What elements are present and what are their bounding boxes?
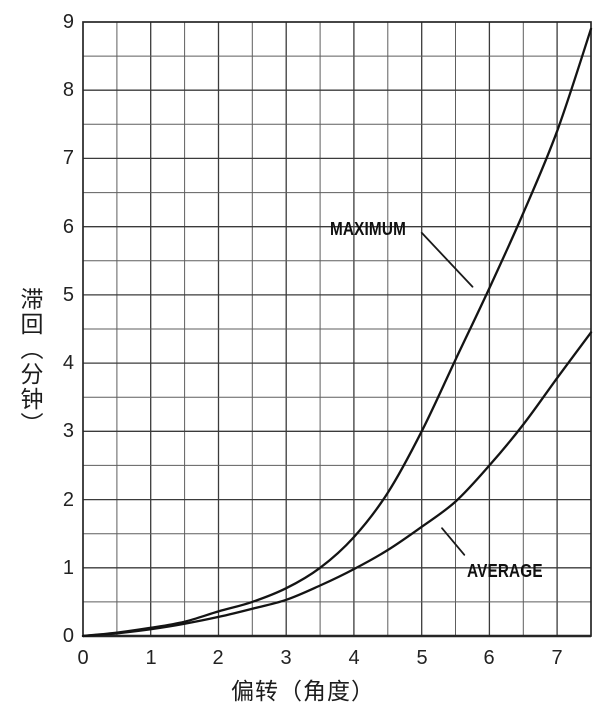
x-tick-label: 5 — [416, 647, 428, 669]
x-tick-label: 4 — [348, 647, 360, 669]
series-label-average: AVERAGE — [467, 561, 543, 581]
x-tick-label: 3 — [280, 647, 292, 669]
x-tick-label: 2 — [212, 647, 224, 669]
y-axis-title: 滞回（分钟） — [17, 287, 43, 437]
y-tick-label: 7 — [62, 147, 74, 169]
y-tick-label: 3 — [62, 420, 74, 442]
x-tick-label: 1 — [145, 647, 157, 669]
maximum-leader-line — [420, 231, 474, 288]
y-tick-label: 9 — [62, 11, 74, 33]
x-tick-label: 6 — [483, 647, 495, 669]
y-tick-label: 2 — [62, 489, 74, 511]
y-tick-label: 6 — [62, 216, 74, 238]
y-tick-label: 4 — [62, 352, 74, 374]
x-axis-title: 偏转（角度） — [231, 678, 375, 704]
y-tick-label: 1 — [62, 557, 74, 579]
y-tick-label: 0 — [62, 625, 74, 647]
average-leader-line — [441, 527, 466, 556]
maximum-curve — [81, 27, 593, 638]
y-tick-label: 8 — [62, 79, 74, 101]
x-tick-label: 7 — [551, 647, 563, 669]
x-tick-label: 0 — [77, 647, 89, 669]
average-curve — [81, 331, 593, 638]
y-tick-label: 5 — [62, 284, 74, 306]
series-label-maximum: MAXIMUM — [330, 219, 406, 239]
